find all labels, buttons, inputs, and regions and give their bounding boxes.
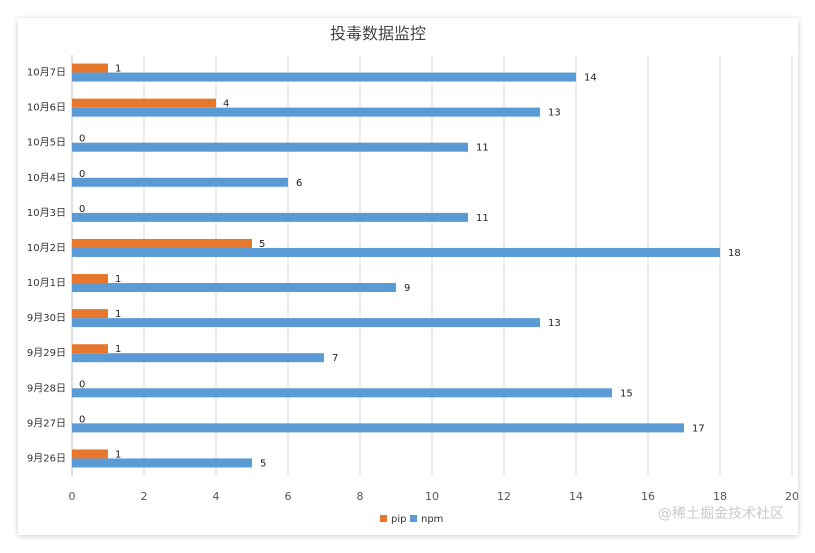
data-label-pip: 1 <box>115 309 121 320</box>
x-tick-label: 10 <box>425 490 439 503</box>
bar-pip <box>72 344 108 354</box>
chart-title: 投毒数据监控 <box>330 24 426 43</box>
category-label: 10月6日 <box>27 102 66 114</box>
data-label-npm: 7 <box>332 353 338 364</box>
x-tick-label: 6 <box>285 490 292 503</box>
bar-npm <box>72 212 468 222</box>
legend-swatch-pip <box>380 515 387 522</box>
category-label: 10月3日 <box>27 207 66 219</box>
bar-pip <box>72 309 108 319</box>
x-tick-label: 14 <box>569 490 583 503</box>
bar-pip <box>72 238 252 248</box>
data-label-pip: 0 <box>79 414 85 425</box>
bar-pip <box>72 63 108 73</box>
data-label-pip: 0 <box>79 134 85 145</box>
category-label: 10月5日 <box>27 137 66 149</box>
gridlines <box>71 55 793 476</box>
bar-pip <box>72 98 216 108</box>
category-label: 9月29日 <box>27 347 66 359</box>
bar-npm <box>72 247 720 257</box>
x-tick-label: 2 <box>141 490 148 503</box>
data-label-pip: 0 <box>79 379 85 390</box>
category-label: 10月2日 <box>27 242 66 254</box>
bar-npm <box>72 318 540 328</box>
chart-card: 投毒数据监控 0 2 4 6 8 10 12 14 16 18 20 9月26日 1 5 9月27日 0 17 9… <box>18 18 798 535</box>
category-label: 9月27日 <box>27 417 66 429</box>
data-label-pip: 1 <box>115 274 121 285</box>
data-label-pip: 1 <box>115 344 121 355</box>
bar-npm <box>72 72 576 82</box>
data-label-npm: 13 <box>548 108 561 119</box>
bar-pip <box>72 274 108 284</box>
category-label: 9月30日 <box>27 312 66 324</box>
bar-npm <box>72 353 324 363</box>
legend-label-pip: pip <box>391 514 406 525</box>
bar-npm <box>72 142 468 152</box>
bar-pip <box>72 449 108 459</box>
data-label-pip: 4 <box>223 99 229 110</box>
x-tick-label: 4 <box>213 490 220 503</box>
data-label-npm: 6 <box>296 178 302 189</box>
bar-npm <box>72 458 252 468</box>
x-tick-label: 0 <box>69 490 76 503</box>
data-label-npm: 11 <box>476 213 489 224</box>
data-label-pip: 5 <box>259 239 265 250</box>
data-label-npm: 17 <box>692 423 705 434</box>
bar-npm <box>72 177 288 187</box>
category-label: 10月4日 <box>27 172 66 184</box>
x-tick-label: 20 <box>785 490 798 503</box>
data-label-npm: 18 <box>728 248 741 259</box>
data-label-pip: 0 <box>79 204 85 215</box>
legend-swatch-npm <box>410 515 417 522</box>
x-tick-label: 16 <box>641 490 655 503</box>
watermark-text: @稀土掘金技术社区 <box>658 506 784 522</box>
data-label-npm: 14 <box>584 73 597 84</box>
x-tick-label: 18 <box>713 490 727 503</box>
category-label: 10月1日 <box>27 277 66 289</box>
data-label-npm: 13 <box>548 318 561 329</box>
category-label: 9月28日 <box>27 382 66 394</box>
data-label-pip: 1 <box>115 449 121 460</box>
category-label: 10月7日 <box>27 67 66 79</box>
bars <box>72 63 720 468</box>
legend-label-npm: npm <box>421 514 443 525</box>
bar-npm <box>72 107 540 117</box>
data-label-npm: 15 <box>620 388 633 399</box>
bar-npm <box>72 388 612 398</box>
data-label-npm: 11 <box>476 143 489 154</box>
x-tick-label: 12 <box>497 490 511 503</box>
x-tick-label: 8 <box>357 490 364 503</box>
data-label-pip: 1 <box>115 64 121 75</box>
category-label: 9月26日 <box>27 452 66 464</box>
data-label-pip: 0 <box>79 169 85 180</box>
data-label-npm: 9 <box>404 283 410 294</box>
legend: pip npm <box>380 514 443 525</box>
bar-npm <box>72 283 396 293</box>
data-label-npm: 5 <box>260 458 266 469</box>
bar-npm <box>72 423 684 433</box>
